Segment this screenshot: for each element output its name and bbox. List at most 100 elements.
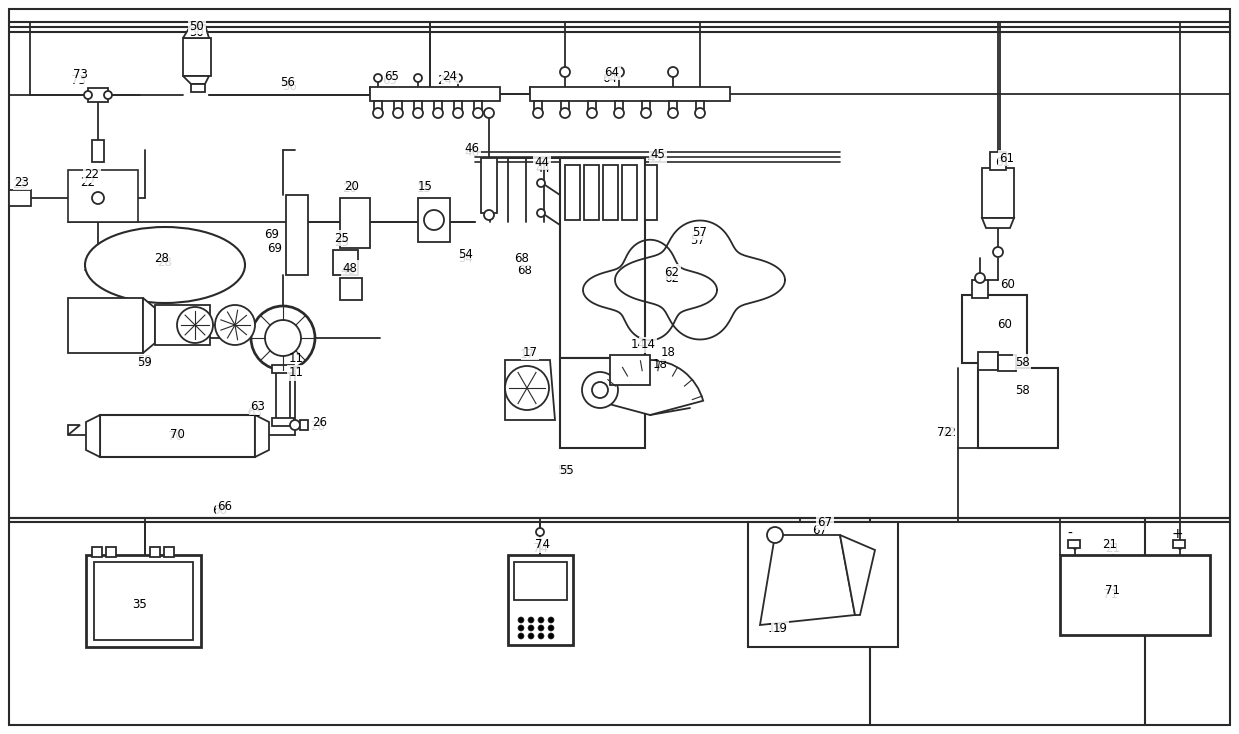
Text: 73: 73: [71, 73, 85, 87]
Polygon shape: [183, 25, 209, 38]
Polygon shape: [85, 415, 100, 457]
Text: 74: 74: [534, 539, 550, 551]
Circle shape: [484, 108, 494, 118]
Text: 46: 46: [465, 145, 479, 159]
Text: 25: 25: [335, 236, 349, 249]
Circle shape: [582, 372, 618, 408]
Bar: [88, 88, 108, 102]
Text: 55: 55: [560, 463, 575, 476]
Text: 64: 64: [602, 71, 617, 84]
Circle shape: [84, 91, 92, 99]
Text: 28: 28: [155, 252, 170, 264]
Circle shape: [592, 382, 608, 398]
Bar: [394, 101, 401, 109]
Bar: [183, 38, 211, 76]
Text: 50: 50: [190, 26, 204, 38]
Circle shape: [92, 192, 104, 204]
Circle shape: [518, 633, 524, 639]
Text: 14: 14: [641, 338, 655, 352]
Text: 56: 56: [280, 76, 295, 89]
Bar: [642, 101, 650, 109]
Circle shape: [528, 633, 534, 639]
Circle shape: [548, 617, 554, 623]
Text: 20: 20: [342, 181, 357, 195]
Text: -: -: [1068, 527, 1073, 541]
Text: 25: 25: [335, 231, 349, 244]
Text: 45: 45: [650, 148, 665, 161]
Bar: [983, 168, 1014, 218]
Bar: [610, 355, 650, 385]
Bar: [561, 101, 569, 109]
Text: 22: 22: [84, 169, 99, 181]
Text: 45: 45: [648, 151, 663, 164]
Bar: [990, 152, 1006, 170]
Bar: [1068, 540, 1080, 548]
Text: 65: 65: [384, 70, 399, 82]
Bar: [584, 165, 598, 220]
Circle shape: [615, 108, 624, 118]
Bar: [374, 101, 382, 109]
Bar: [973, 280, 987, 298]
Text: 19: 19: [772, 622, 788, 634]
Circle shape: [668, 67, 678, 77]
Text: 66: 66: [213, 504, 228, 517]
Text: 35: 35: [133, 598, 147, 611]
Text: 67: 67: [813, 523, 828, 537]
Text: 70: 70: [167, 431, 182, 443]
Text: 28: 28: [157, 255, 172, 269]
Circle shape: [975, 273, 985, 283]
Text: 24: 24: [442, 70, 457, 82]
Bar: [276, 370, 290, 425]
Text: 60: 60: [1001, 278, 1016, 291]
Circle shape: [290, 420, 300, 430]
Text: 50: 50: [190, 20, 204, 32]
Text: 46: 46: [465, 142, 479, 154]
Circle shape: [424, 210, 444, 230]
Bar: [978, 352, 997, 370]
Text: 61: 61: [1000, 151, 1015, 164]
Text: 26: 26: [311, 421, 326, 434]
Bar: [164, 547, 173, 557]
Text: 19: 19: [767, 622, 783, 634]
Bar: [68, 150, 840, 510]
Bar: [191, 84, 204, 92]
Circle shape: [538, 617, 544, 623]
Circle shape: [216, 305, 255, 345]
Text: 20: 20: [344, 180, 359, 192]
Bar: [92, 140, 104, 162]
Text: 61: 61: [995, 156, 1011, 169]
Bar: [300, 420, 309, 430]
Text: 11: 11: [289, 366, 304, 379]
Bar: [978, 368, 1058, 448]
Text: 35: 35: [133, 598, 147, 611]
Bar: [481, 158, 497, 213]
Bar: [453, 101, 462, 109]
Text: 44: 44: [534, 156, 550, 169]
Text: 15: 15: [418, 180, 432, 192]
Text: 22: 22: [81, 175, 95, 189]
Text: 48: 48: [342, 261, 357, 275]
Text: 15: 15: [416, 181, 431, 195]
Bar: [100, 415, 255, 457]
Text: 69: 69: [268, 241, 282, 255]
Circle shape: [484, 210, 494, 220]
Bar: [414, 101, 422, 109]
Text: 62: 62: [664, 266, 679, 278]
Bar: [1061, 555, 1211, 635]
Circle shape: [252, 306, 315, 370]
Bar: [669, 101, 676, 109]
Bar: [646, 165, 657, 220]
Polygon shape: [760, 535, 855, 625]
Text: 11: 11: [289, 352, 304, 365]
Circle shape: [548, 625, 554, 631]
Text: 71: 71: [1104, 584, 1120, 597]
Circle shape: [560, 108, 570, 118]
Circle shape: [548, 633, 554, 639]
Text: 56: 56: [282, 81, 297, 93]
Circle shape: [373, 108, 383, 118]
Text: 73: 73: [73, 68, 88, 81]
Text: 71: 71: [1103, 589, 1118, 601]
Bar: [273, 365, 294, 373]
Text: 57: 57: [693, 225, 707, 239]
Circle shape: [413, 108, 422, 118]
